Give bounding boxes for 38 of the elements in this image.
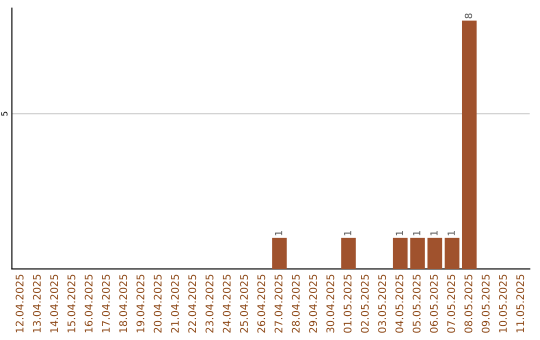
x-tick-label: 28.04.2025	[292, 274, 300, 333]
data-label: 1	[448, 231, 455, 236]
x-tick-label: 24.04.2025	[222, 274, 231, 333]
x-tick-label: 01.05.2025	[344, 274, 352, 333]
x-tick-label: 15.04.2025	[67, 274, 76, 332]
x-tick-label: 27.04.2025	[274, 274, 282, 333]
x-tick-label: 29.04.2025	[309, 274, 317, 333]
x-tick-label: 23.04.2025	[206, 274, 214, 333]
x-tick-label: 17.04.2025	[102, 274, 110, 332]
x-tick-label: 07.05.2025	[447, 274, 456, 333]
data-label: 1	[413, 231, 420, 236]
x-tick-label: 20.04.2025	[154, 274, 162, 333]
x-tick-label: 14.04.2025	[50, 274, 58, 332]
x-tick-label: 02.05.2025	[360, 274, 369, 333]
x-tick-label: 25.04.2025	[240, 274, 248, 333]
y-tick-label: 5	[1, 112, 8, 116]
x-tick-label: 04.05.2025	[395, 274, 404, 333]
data-label: 1	[396, 231, 403, 236]
data-label: 1	[275, 231, 282, 236]
data-label: 8	[464, 14, 472, 18]
x-tick-label: 10.05.2025	[498, 274, 507, 332]
x-tick-label: 09.05.2025	[482, 274, 490, 333]
data-label: 1	[430, 231, 438, 236]
x-tick-label: 11.05.2025	[516, 274, 524, 332]
x-tick-label: 30.04.2025	[326, 274, 334, 333]
x-tick-label: 06.05.2025	[430, 274, 438, 333]
x-tick-label: 03.05.2025	[378, 274, 386, 333]
x-tick-label: 18.04.2025	[119, 274, 128, 332]
data-label: 1	[344, 231, 352, 236]
x-tick-label: 26.04.2025	[257, 274, 266, 333]
x-tick-label: 08.05.2025	[464, 274, 472, 333]
x-tick-label: 12.04.2025	[16, 274, 24, 332]
x-tick-label: 22.04.2025	[188, 274, 196, 333]
x-tick-label: 16.04.2025	[84, 274, 93, 332]
x-tick-label: 05.05.2025	[412, 274, 421, 333]
x-tick-label: 19.04.2025	[136, 274, 144, 332]
x-tick-label: 13.04.2025	[32, 274, 41, 332]
x-tick-label: 21.04.2025	[171, 274, 179, 333]
